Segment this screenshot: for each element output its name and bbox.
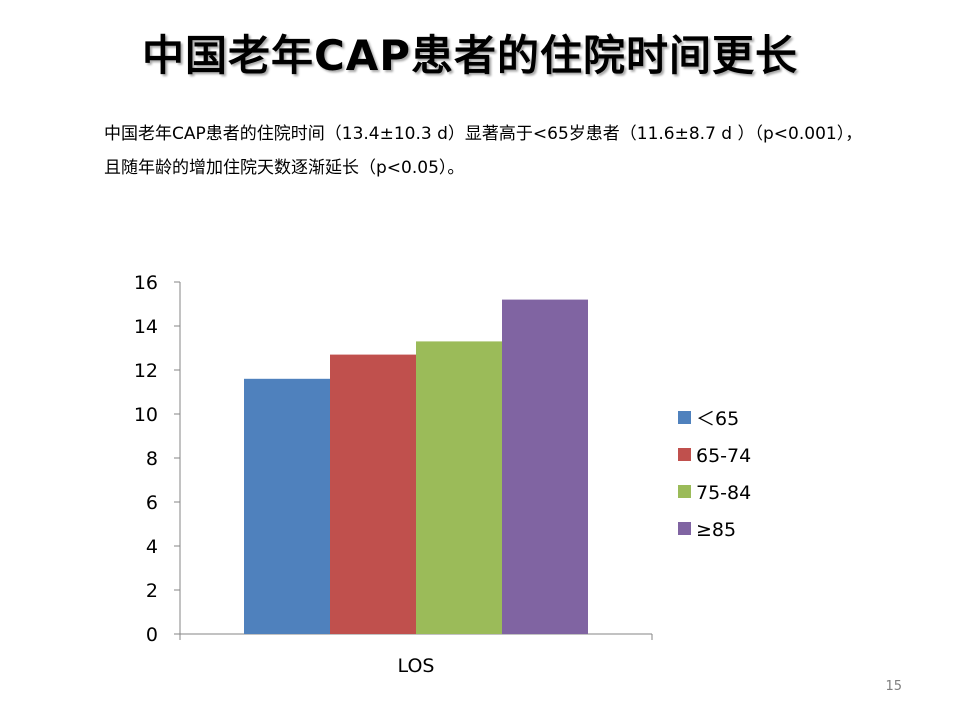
legend-swatch — [678, 448, 691, 461]
legend-swatch — [678, 485, 691, 498]
y-tick-label: 14 — [134, 316, 158, 338]
x-tick-label: LOS — [398, 655, 435, 677]
y-tick-label: 12 — [134, 360, 158, 382]
bar — [244, 378, 330, 634]
y-tick-label: 6 — [146, 492, 158, 514]
bar — [330, 354, 416, 634]
legend-swatch — [678, 522, 691, 535]
legend-label: ≥85 — [696, 519, 736, 541]
legend-swatch — [678, 411, 691, 424]
description-line-1: 中国老年CAP患者的住院时间（13.4±10.3 d）显著高于<65岁患者（11… — [104, 124, 863, 144]
legend-label: 75-84 — [696, 482, 751, 504]
y-tick-label: 4 — [146, 536, 158, 558]
slide-title: 中国老年CAP患者的住院时间更长 — [141, 31, 799, 80]
bar — [416, 341, 502, 634]
bar — [502, 299, 588, 634]
y-tick-label: 2 — [146, 580, 158, 602]
description-line-2: 且随年龄的增加住院天数逐渐延长（p<0.05）。 — [104, 158, 465, 178]
y-tick-label: 8 — [146, 448, 158, 470]
y-tick-label: 10 — [134, 404, 158, 426]
y-tick-label: 0 — [146, 624, 158, 646]
legend-label: 65-74 — [696, 445, 751, 467]
legend-label: ＜65 — [696, 408, 739, 430]
page-number: 15 — [885, 679, 902, 694]
y-tick-label: 16 — [134, 272, 158, 294]
